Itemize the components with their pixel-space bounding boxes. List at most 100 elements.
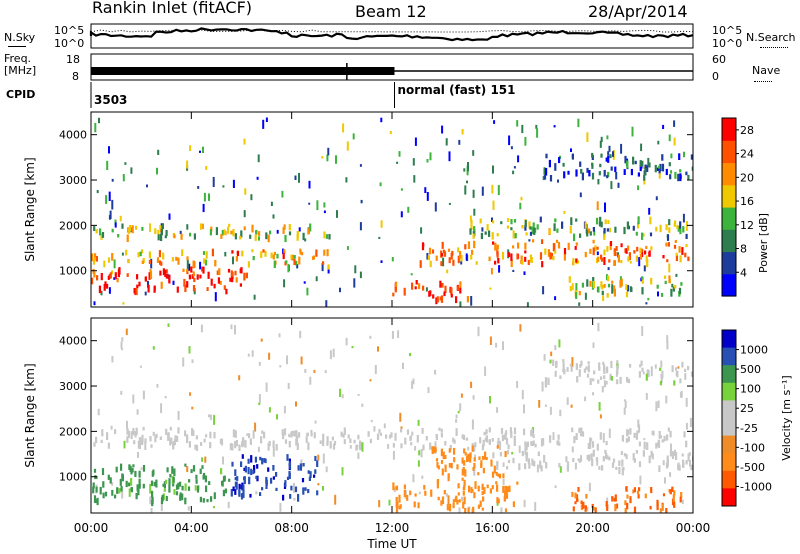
data-cell (135, 492, 138, 500)
data-cell (449, 444, 452, 451)
data-cell (632, 453, 635, 461)
data-cell (256, 464, 259, 469)
data-cell (481, 186, 484, 196)
data-cell (682, 213, 685, 223)
data-cell (268, 440, 271, 446)
data-cell (261, 430, 264, 434)
data-cell (288, 433, 291, 438)
data-cell (343, 439, 346, 445)
data-cell (488, 256, 491, 262)
data-cell (156, 384, 159, 388)
data-cell (599, 376, 603, 380)
data-cell (446, 269, 449, 274)
data-cell (466, 455, 469, 463)
data-cell (641, 232, 644, 240)
data-cell (675, 254, 678, 262)
data-cell (603, 380, 607, 388)
data-cell (99, 486, 102, 495)
data-cell (332, 348, 335, 358)
data-cell (586, 167, 589, 173)
data-cell (578, 291, 581, 296)
data-cell (314, 420, 317, 424)
data-cell (643, 177, 646, 185)
data-cell (307, 228, 310, 235)
data-cell (620, 451, 623, 455)
x-tick-label: 04:00 (174, 521, 209, 535)
data-cell (426, 192, 429, 201)
data-cell (308, 202, 311, 205)
data-cell (122, 302, 125, 305)
data-cell (543, 454, 546, 463)
data-cell (578, 427, 581, 433)
data-cell (232, 486, 235, 492)
colorbar-tick-label: 24 (740, 148, 754, 161)
data-cell (169, 437, 172, 446)
data-cell (589, 437, 592, 445)
data-cell (132, 428, 135, 436)
time-axis: 00:00 04:00 08:00 12:00 16:00 20:00 00:00Time … (74, 521, 711, 551)
data-cell (184, 430, 187, 437)
data-cell (177, 482, 180, 490)
data-cell (377, 346, 379, 352)
data-cell (290, 254, 293, 260)
data-cell (605, 452, 608, 459)
data-cell (229, 277, 232, 282)
data-cell (580, 504, 583, 510)
data-cell (284, 234, 287, 243)
y-tick-label: 1000 (59, 265, 87, 278)
data-cell (640, 143, 643, 152)
data-cell (440, 261, 443, 266)
data-cell (575, 494, 579, 502)
data-cell (258, 231, 261, 236)
data-cell (474, 442, 477, 448)
data-cell (345, 177, 348, 183)
data-cell (380, 220, 383, 228)
data-cell (588, 454, 591, 462)
data-cell (380, 117, 383, 123)
y-axis-label: Slant Range [km] (23, 157, 37, 261)
data-cell (661, 154, 664, 161)
data-cell (341, 467, 344, 476)
data-cell (191, 359, 194, 363)
data-cell (456, 285, 459, 291)
data-cell (435, 297, 438, 305)
data-cell (394, 287, 397, 293)
data-cell (126, 234, 129, 242)
data-cell (533, 460, 536, 467)
data-cell (259, 492, 262, 496)
data-cell (589, 378, 592, 385)
colorbar-swatch (722, 382, 736, 401)
data-cell (441, 468, 444, 476)
data-cell (669, 489, 672, 495)
data-cell (504, 451, 507, 457)
data-cell (646, 442, 649, 450)
data-cell (665, 168, 668, 176)
data-cell (99, 228, 102, 236)
data-cell (502, 485, 505, 493)
data-cell (625, 248, 628, 254)
data-cell (119, 215, 122, 222)
data-cell (120, 486, 123, 492)
data-cell (243, 226, 246, 231)
data-cell (137, 452, 139, 458)
data-cell (610, 166, 613, 171)
nsky-legend-line (8, 46, 26, 47)
data-cell (191, 428, 194, 436)
data-cell (671, 365, 674, 373)
data-cell (243, 272, 246, 281)
data-cell (679, 175, 682, 179)
data-cell (288, 441, 291, 448)
data-cell (149, 483, 152, 494)
data-cell (392, 482, 395, 490)
data-cell (496, 245, 499, 249)
data-cell (521, 225, 524, 229)
data-cell (524, 242, 527, 250)
data-cell (552, 256, 555, 261)
data-cell (214, 259, 217, 267)
data-cell (482, 467, 485, 474)
colorbar-tick-label: -100 (740, 441, 765, 454)
data-cell (667, 427, 670, 432)
data-cell (528, 239, 531, 242)
data-cell (579, 429, 583, 437)
